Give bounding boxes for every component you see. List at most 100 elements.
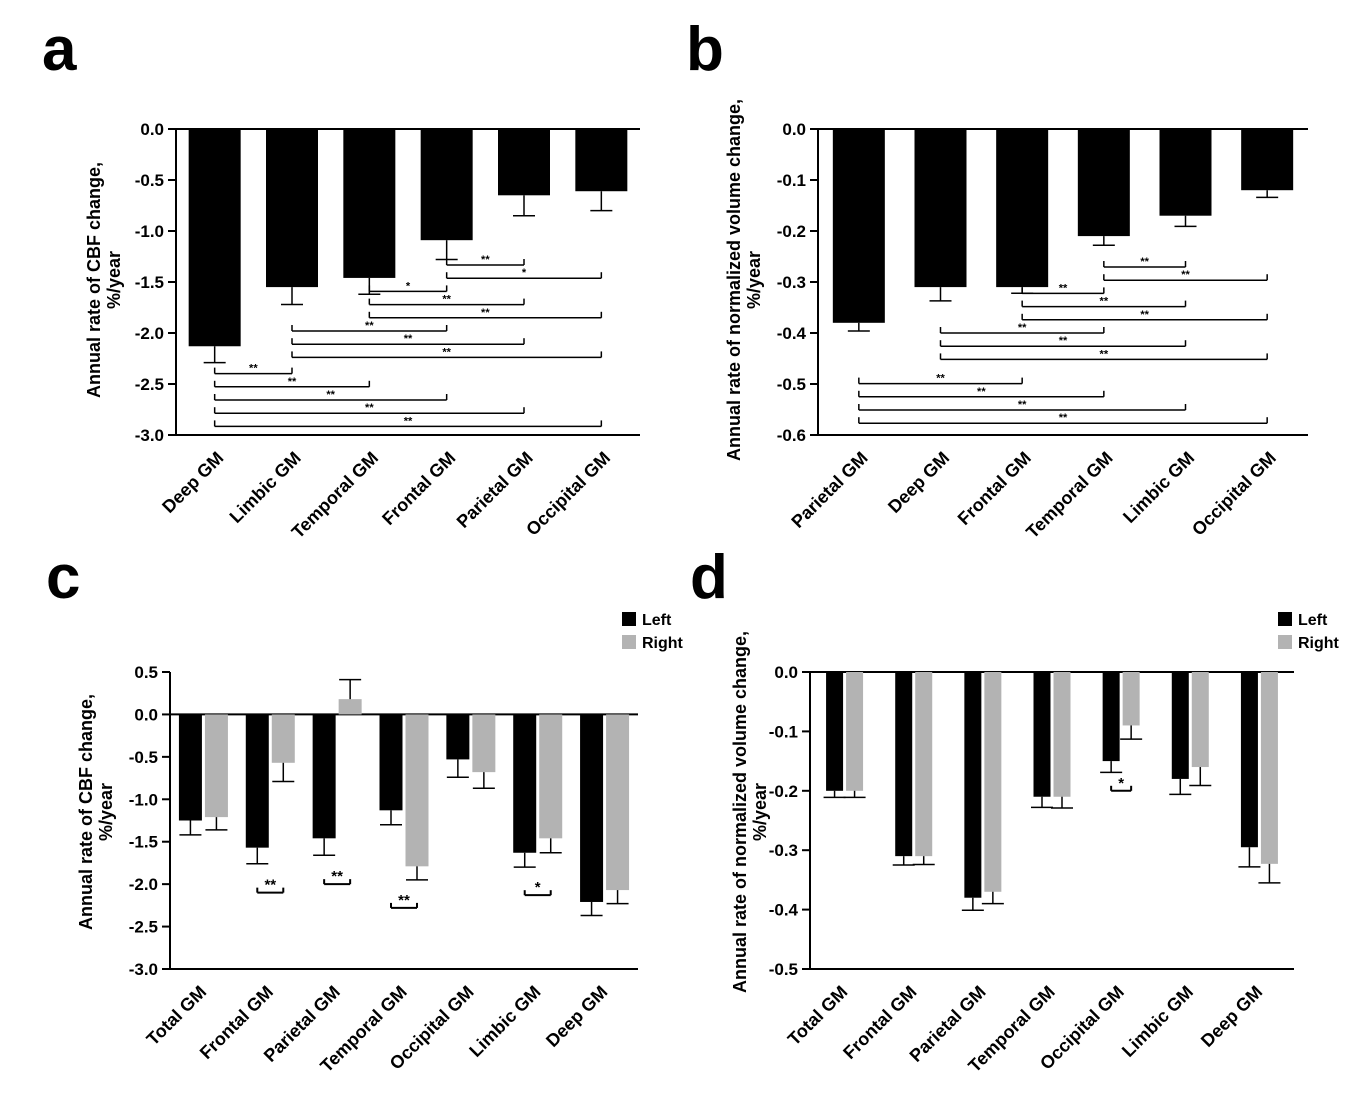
panel-d-y-tick-label: -0.4 — [769, 901, 799, 920]
panel-b-y-tick-label: -0.2 — [777, 222, 806, 241]
panel-d-bar-right — [1191, 672, 1209, 768]
panel-b-y-label: Annual rate of normalized volume change,… — [724, 99, 764, 461]
panel-b-sig-label: ** — [1018, 322, 1027, 334]
panel-a-sig-label: ** — [404, 333, 413, 345]
panel-b-bar — [1077, 129, 1130, 237]
panel-c-sig-label: ** — [398, 892, 410, 909]
panel-d-legend-swatch-left — [1278, 612, 1292, 626]
panel-b-category-label: Frontal GM — [954, 448, 1035, 529]
panel-c-bar-right — [204, 714, 228, 818]
panel-b-bar — [1241, 129, 1294, 191]
panel-d-bar-left — [1033, 672, 1051, 797]
panel-c-sig-label: ** — [264, 877, 276, 894]
panel-a-bar — [343, 129, 396, 278]
panel-a-sig-label: ** — [481, 307, 490, 319]
panel-b-bar — [1159, 129, 1212, 216]
panel-a-y-tick-label: -2.5 — [135, 375, 164, 394]
panel-d-y-tick-label: -0.2 — [769, 782, 798, 801]
panel-b-y-tick-label: -0.4 — [777, 324, 807, 343]
panel-c-y-tick-label: -1.5 — [129, 833, 158, 852]
panel-a-bar — [188, 129, 241, 347]
panel-d-bar-left — [1240, 672, 1258, 848]
panel-b-sig-label: ** — [1100, 296, 1109, 308]
panel-c-y-tick-label: -3.0 — [129, 960, 158, 979]
panel-b-category-label: Deep GM — [884, 448, 953, 517]
panel-c-bar-left — [178, 714, 202, 821]
panel-letter-d: d — [690, 543, 728, 612]
panel-letter-b: b — [686, 15, 724, 84]
panel-a-sig-label: ** — [365, 402, 374, 414]
panel-b-bar — [832, 129, 885, 323]
panel-c-bar-left — [312, 714, 336, 839]
panel-d-y-tick-label: -0.1 — [769, 722, 798, 741]
panel-c-category-label: Deep GM — [542, 982, 611, 1051]
panel-c-y-tick-label: 0.0 — [134, 705, 158, 724]
panel-d-category-label: Total GM — [784, 982, 852, 1050]
panel-a-category-label: Deep GM — [158, 448, 227, 517]
panel-c-y-tick-label: -1.0 — [129, 790, 158, 809]
panel-a-bar — [420, 129, 473, 241]
panel-c-y-tick-label: -2.5 — [129, 918, 158, 937]
panel-c-y-tick-label: -2.0 — [129, 875, 158, 894]
panel-a-sig-label: ** — [326, 389, 335, 401]
panel-b-y-tick-label: 0.0 — [782, 120, 806, 139]
panel-b-bar — [914, 129, 967, 288]
panel-d-bar-right — [1260, 672, 1278, 864]
panel-b-y-tick-label: -0.1 — [777, 171, 806, 190]
panel-d-y-label: Annual rate of normalized volume change,… — [730, 631, 770, 993]
panel-c-bar-right — [539, 714, 563, 839]
panel-a-sig-label: ** — [288, 376, 297, 388]
panel-d-category-label: Deep GM — [1197, 982, 1266, 1051]
panel-a-sig-label: ** — [442, 346, 451, 358]
panel-c-y-tick-label: 0.5 — [134, 663, 158, 682]
panel-c-legend-swatch-left — [622, 612, 636, 626]
panel-b-y-tick-label: -0.5 — [777, 375, 806, 394]
panel-a-y-label: Annual rate of CBF change,%/year — [84, 162, 124, 398]
panel-c-y-label: Annual rate of CBF change,%/year — [76, 694, 116, 930]
panel-d-bar-left — [1171, 672, 1189, 779]
panel-c-bar-left — [513, 714, 537, 853]
panel-a-category-label: Limbic GM — [226, 448, 305, 527]
panel-a-category-label: Frontal GM — [378, 448, 459, 529]
panel-a-y-tick-label: -0.5 — [135, 171, 164, 190]
panel-a-y-tick-label: -2.0 — [135, 324, 164, 343]
panel-a-category-label: Parietal GM — [453, 448, 537, 532]
panel-a-y-tick-label: -1.0 — [135, 222, 164, 241]
panel-b-category-label: Occipital GM — [1188, 448, 1280, 540]
panel-d-bar-left — [1102, 672, 1120, 762]
panel-b-sig-label: ** — [1100, 348, 1109, 360]
panel-b-category-label: Parietal GM — [787, 448, 871, 532]
panel-d-bar-right — [915, 672, 933, 857]
panel-c-bar-left — [379, 714, 403, 811]
panel-a-bar — [266, 129, 318, 288]
panel-d-bar-left — [964, 672, 982, 898]
panel-a-bar — [575, 129, 628, 192]
panel-c-bar-left — [580, 714, 604, 902]
panel-a-sig-label: * — [406, 280, 411, 292]
panel-d-bar-right — [846, 672, 864, 791]
panel-d-bar-left — [826, 672, 844, 791]
panel-d-bar-right — [1053, 672, 1071, 797]
panel-b-sig-label: ** — [1181, 269, 1190, 281]
panel-a-y-tick-label: -1.5 — [135, 273, 164, 292]
panel-b-sig-label: ** — [1059, 335, 1068, 347]
panel-d-sig-label: * — [1118, 775, 1124, 792]
panel-a-bar — [498, 129, 550, 196]
panel-a-y-tick-label: 0.0 — [140, 120, 164, 139]
panel-c-legend-label-right: Right — [642, 635, 684, 652]
panel-c-sig-label: ** — [331, 868, 343, 885]
panel-b-category-label: Limbic GM — [1119, 448, 1198, 527]
panel-c-sig-label: * — [535, 879, 541, 896]
panel-b-sig-label: ** — [1140, 309, 1149, 321]
panel-c-legend-label-left: Left — [642, 612, 672, 629]
panel-a-sig-label: * — [522, 267, 527, 279]
panel-d-y-tick-label: 0.0 — [774, 663, 798, 682]
panel-a-y-tick-label: -3.0 — [135, 426, 164, 445]
panel-b-sig-label: ** — [936, 373, 945, 385]
panel-b-bar — [996, 129, 1049, 288]
panel-b-sig-label: ** — [1018, 399, 1027, 411]
panel-c-category-label: Limbic GM — [465, 982, 544, 1061]
panel-c-bar-right — [405, 714, 429, 867]
panel-a-sig-label: ** — [481, 254, 490, 266]
